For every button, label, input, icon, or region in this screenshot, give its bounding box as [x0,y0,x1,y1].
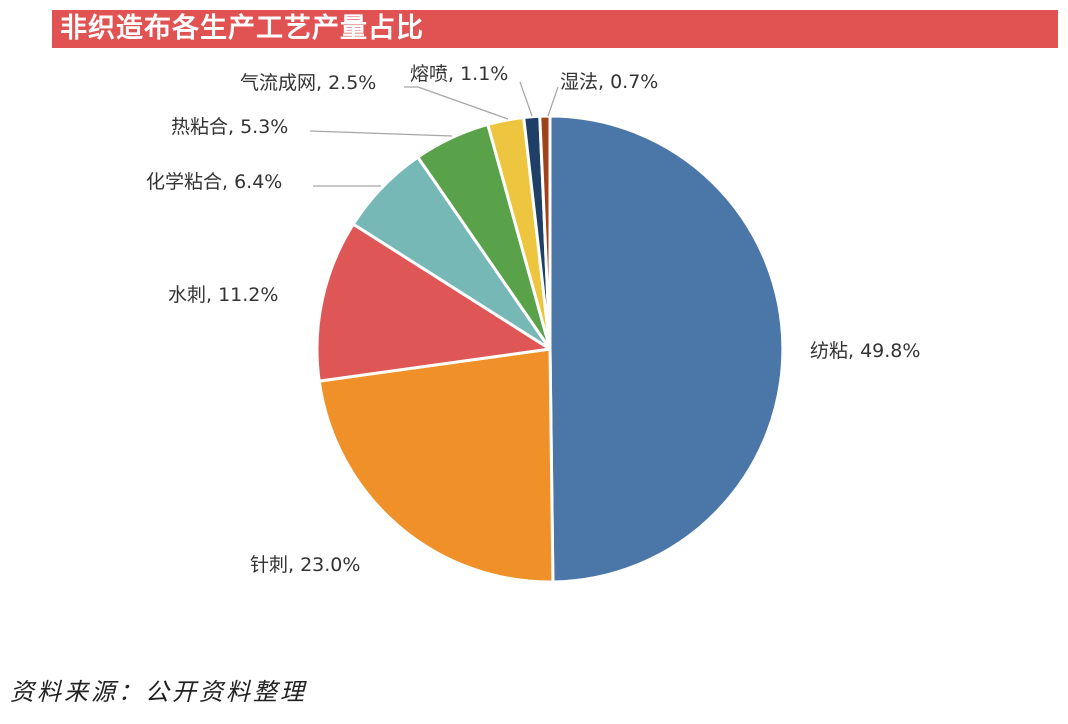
slice-label-5: 热粘合, 5.3% [171,116,288,138]
slice-label-8: 湿法, 0.7% [560,71,658,93]
slice-label-4: 化学粘合, 6.4% [146,171,282,193]
title-bar: 非织造布各生产工艺产量占比 [52,10,1058,48]
pie-slices [315,114,785,584]
slice-label-6: 气流成网, 2.5% [240,72,376,94]
slice-label-1: 纺粘, 49.8% [810,340,920,362]
slice-label-3: 水刺, 11.2% [168,284,278,306]
leader-line-7 [519,81,533,117]
pie-slice-8 [538,114,552,351]
slice-label-2: 针刺, 23.0% [250,554,360,576]
pie-slice-1 [548,114,785,584]
leader-line-6 [404,86,509,120]
leader-line-5 [309,130,453,137]
pie-slice-3 [315,222,552,383]
slice-label-7: 熔喷, 1.1% [410,63,508,85]
source-note: 资料来源：公开资料整理 [10,678,307,706]
leader-lines [309,81,559,187]
slice-labels: 纺粘, 49.8% 针刺, 23.0% 水刺, 11.2% 化学粘合, 6.4% 热粘合… [146,63,920,576]
pie-slice-2 [317,347,555,584]
leader-line-8 [547,86,559,117]
chart-title: 非织造布各生产工艺产量占比 [60,13,424,44]
